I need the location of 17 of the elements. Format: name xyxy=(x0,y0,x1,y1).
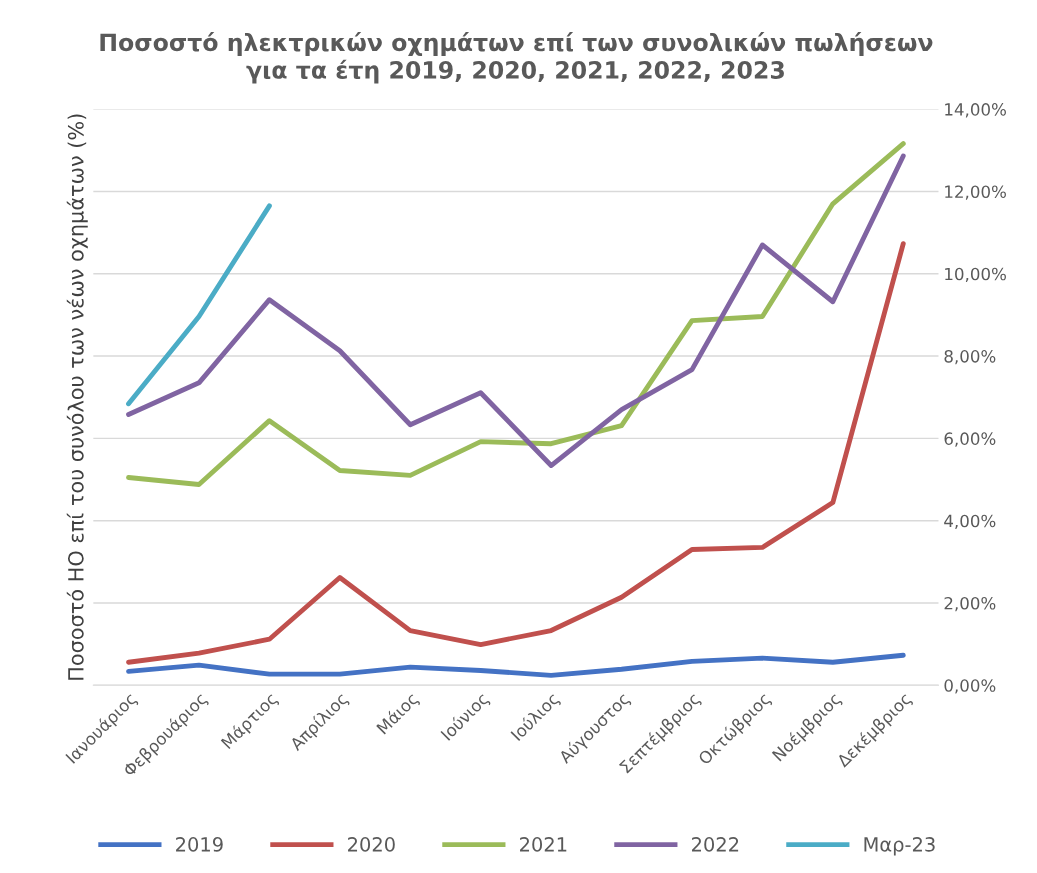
legend-label: 2022 xyxy=(692,837,739,852)
y-axis-title: Ποσοστό ΗΟ επί του συνόλου των νέων οχημάτων (%) xyxy=(66,114,88,680)
line-series xyxy=(126,241,906,665)
y-tick-label: 0,00% xyxy=(944,679,996,694)
y-tick-label: 10,00% xyxy=(945,267,1006,283)
legend-label: 2020 xyxy=(348,837,395,852)
y-tick-label: 8,00% xyxy=(944,350,996,365)
line-series xyxy=(126,652,906,678)
legend-label: 2021 xyxy=(520,837,567,852)
chart-title: Ποσοστό ηλεκτρικών οχημάτων επί των συνολικών πωλήσεων για τα έτη 2019, 2020, 2021, 2022, 2023 xyxy=(100,32,933,84)
y-tick-label: 4,00% xyxy=(944,514,996,529)
y-tick-label: 2,00% xyxy=(944,596,996,612)
y-tick-label: 14,00% xyxy=(945,103,1006,118)
y-tick-label: 6,00% xyxy=(944,432,996,447)
legend-label: 2019 xyxy=(176,837,223,852)
y-tick-label: 12,00% xyxy=(945,185,1006,200)
legend-label: Μαρ-23 xyxy=(864,837,935,856)
